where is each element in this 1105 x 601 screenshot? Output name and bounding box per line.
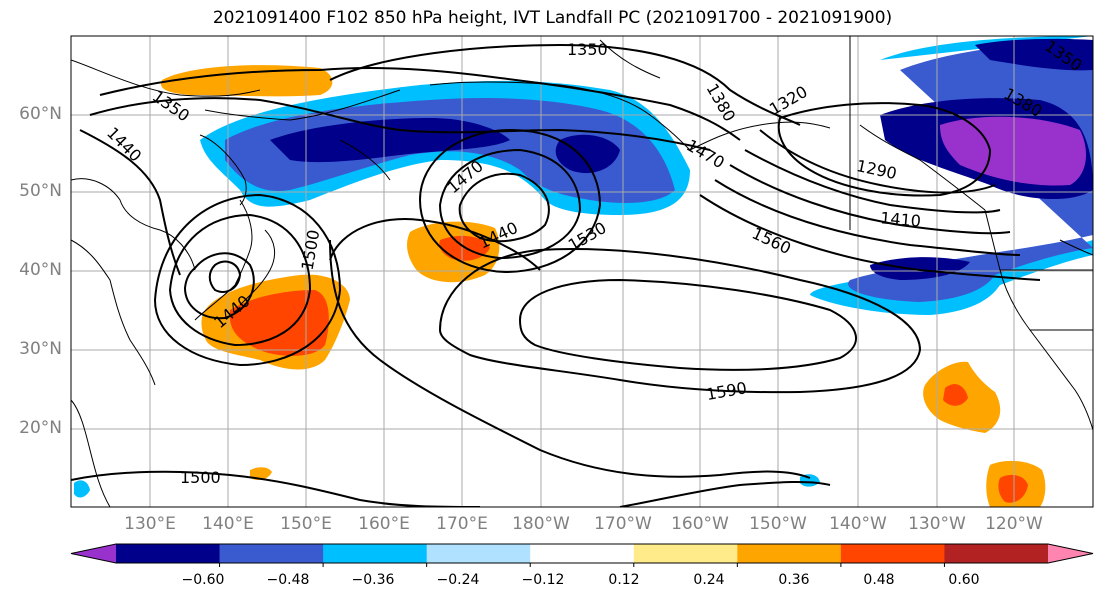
colorbar-tick-label: −0.36 xyxy=(351,572,395,588)
colorbar-extend-min xyxy=(71,544,116,563)
colorbar-segment xyxy=(633,544,738,563)
colorbar-tick-label: 0.60 xyxy=(948,572,980,588)
colorbar-tick-label: 0.48 xyxy=(863,572,895,588)
lat-label: 50°N xyxy=(19,181,62,201)
map-title: 2021091400 F102 850 hPa height, IVT Land… xyxy=(212,8,893,28)
height-contours xyxy=(71,43,1041,507)
colorbar-tick-label: 0.36 xyxy=(778,572,810,588)
colorbar-segment xyxy=(323,544,428,563)
map-plot-area: 1350 1380 1320 1350 1380 1350 1440 1470 … xyxy=(71,36,1093,507)
contour-label: 1410 xyxy=(879,208,921,230)
lon-label: 140°W xyxy=(829,514,887,534)
lat-label: 60°N xyxy=(19,104,62,124)
colorbar xyxy=(70,543,1094,567)
colorbar-tick-label: 0.24 xyxy=(693,572,725,588)
colorbar-segment xyxy=(219,544,324,563)
lon-label: 130°W xyxy=(908,514,966,534)
graticule xyxy=(71,36,1093,507)
lon-label: 130°E xyxy=(124,514,176,534)
coastlines xyxy=(71,36,1093,507)
lon-label: 180°W xyxy=(512,514,570,534)
colorbar-segment xyxy=(426,544,531,563)
colorbar-outline xyxy=(70,543,1094,564)
colorbar-tick-label: 0.12 xyxy=(608,572,640,588)
colorbar-tick-label: −0.24 xyxy=(436,572,480,588)
colorbar-tick-label: −0.48 xyxy=(266,572,310,588)
lon-label: 120°W xyxy=(985,514,1043,534)
lat-label: 30°N xyxy=(19,339,62,359)
lat-label: 20°N xyxy=(19,418,62,438)
lon-label: 160°W xyxy=(671,514,729,534)
lon-label: 140°E xyxy=(202,514,254,534)
colorbar-extend-max xyxy=(1048,544,1093,563)
map-frame xyxy=(70,35,1094,508)
colorbar-segment xyxy=(530,544,635,563)
colorbar-segment xyxy=(116,544,221,563)
lon-label: 170°E xyxy=(436,514,488,534)
colorbar-segment xyxy=(840,544,945,563)
lat-label: 40°N xyxy=(19,260,62,280)
lon-label: 170°W xyxy=(594,514,652,534)
colorbar-tick-label: −0.60 xyxy=(181,572,225,588)
lon-label: 160°E xyxy=(358,514,410,534)
lon-label: 150°W xyxy=(749,514,807,534)
contour-label: 1500 xyxy=(180,468,221,487)
colorbar-tick-label: −0.12 xyxy=(521,572,565,588)
contour-label: 1350 xyxy=(567,40,608,59)
colorbar-segment xyxy=(944,544,1049,563)
colorbar-segment xyxy=(737,544,842,563)
lon-label: 150°E xyxy=(280,514,332,534)
